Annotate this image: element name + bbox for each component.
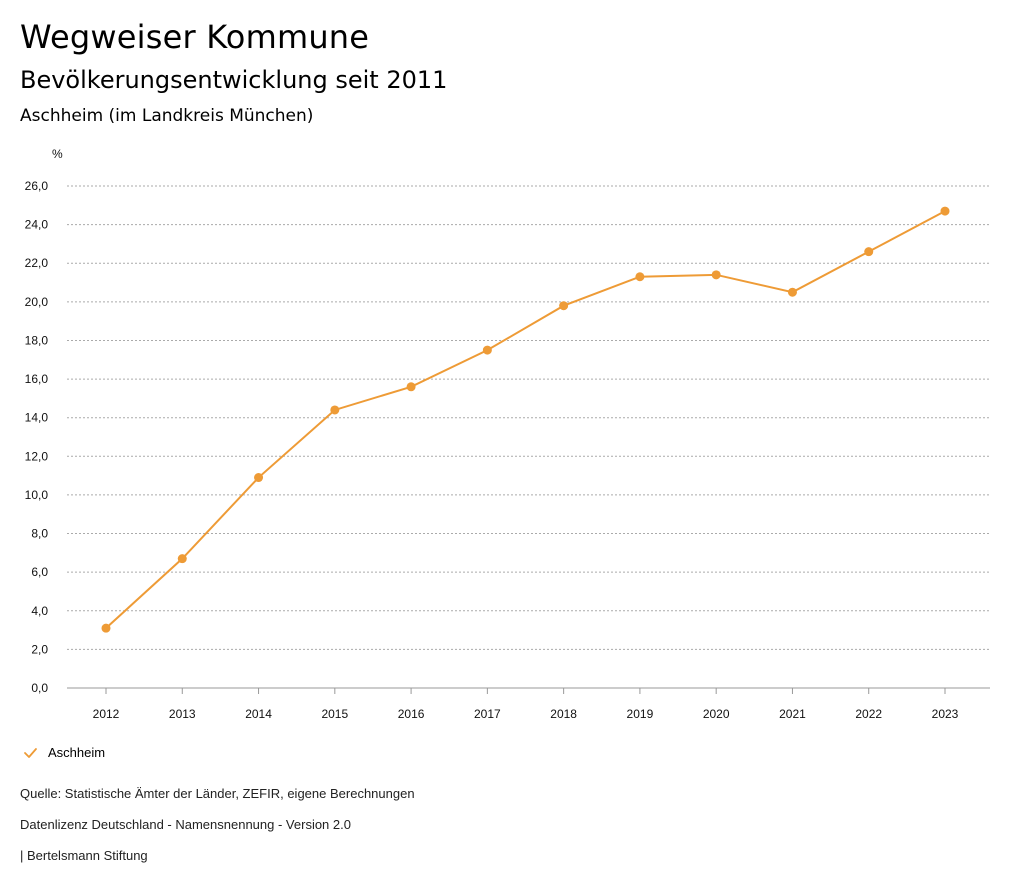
data-point[interactable] xyxy=(864,247,874,257)
region-label: Aschheim (im Landkreis München) xyxy=(20,106,314,126)
x-tick-label: 2021 xyxy=(779,707,806,721)
x-tick-label: 2018 xyxy=(550,707,577,721)
x-axis: 2012 2013 2014 2015 2016 2017 2018 2019 2020 2021… xyxy=(93,688,959,721)
series-layer xyxy=(101,206,950,633)
data-point[interactable] xyxy=(711,270,721,280)
series-line xyxy=(105,210,946,629)
x-tick-label: 2012 xyxy=(93,707,120,721)
y-tick-label: 8,0 xyxy=(31,527,48,541)
license-note: Datenlizenz Deutschland - Namensnennung … xyxy=(20,817,351,832)
data-point[interactable] xyxy=(482,345,492,355)
y-tick-label: 22,0 xyxy=(25,256,49,270)
legend[interactable]: Aschheim xyxy=(22,745,105,760)
publisher-note: | Bertelsmann Stiftung xyxy=(20,848,148,863)
y-tick-label: 26,0 xyxy=(25,179,49,193)
source-note: Quelle: Statistische Ämter der Länder, Z… xyxy=(20,786,415,801)
y-tick-label: 12,0 xyxy=(25,449,49,463)
data-point[interactable] xyxy=(254,473,264,483)
x-tick-label: 2015 xyxy=(321,707,348,721)
data-point[interactable] xyxy=(787,287,797,297)
y-tick-label: 18,0 xyxy=(25,333,49,347)
y-tick-label: 6,0 xyxy=(31,565,48,579)
grid-lines xyxy=(67,185,990,689)
y-tick-label: 16,0 xyxy=(25,372,49,386)
data-point[interactable] xyxy=(406,382,416,392)
chart-title: Wegweiser Kommune xyxy=(20,18,370,56)
y-tick-label: 10,0 xyxy=(25,488,49,502)
y-tick-label: 24,0 xyxy=(25,218,49,232)
chart-subtitle: Bevölkerungsentwicklung seit 2011 xyxy=(20,66,448,94)
y-unit-label: % xyxy=(52,147,63,161)
x-tick-label: 2017 xyxy=(474,707,501,721)
x-tick-label: 2020 xyxy=(703,707,730,721)
y-tick-label: 4,0 xyxy=(31,604,48,618)
x-tick-label: 2016 xyxy=(398,707,425,721)
y-tick-label: 14,0 xyxy=(25,411,49,425)
y-tick-label: 0,0 xyxy=(31,681,48,695)
x-tick-label: 2022 xyxy=(855,707,882,721)
line-chart: % 0,0 2,0 4,0 6,0 8,0 10,0 12,0 14,0 16,0 18,0 20,… xyxy=(25,147,990,721)
y-tick-label: 2,0 xyxy=(31,642,48,656)
x-tick-label: 2014 xyxy=(245,707,272,721)
legend-label-aschheim: Aschheim xyxy=(48,745,106,760)
data-point[interactable] xyxy=(559,301,569,311)
data-point[interactable] xyxy=(177,554,187,564)
data-point[interactable] xyxy=(330,405,340,415)
y-tick-label: 20,0 xyxy=(25,295,49,309)
data-point[interactable] xyxy=(940,206,950,216)
x-tick-label: 2023 xyxy=(932,707,959,721)
data-point[interactable] xyxy=(101,623,111,633)
checkmark-icon xyxy=(24,747,37,758)
y-axis-ticks: 0,0 2,0 4,0 6,0 8,0 10,0 12,0 14,0 16,0 18,0 20,0 2… xyxy=(25,179,49,695)
x-tick-label: 2019 xyxy=(627,707,654,721)
data-point[interactable] xyxy=(635,272,645,282)
x-tick-label: 2013 xyxy=(169,707,196,721)
